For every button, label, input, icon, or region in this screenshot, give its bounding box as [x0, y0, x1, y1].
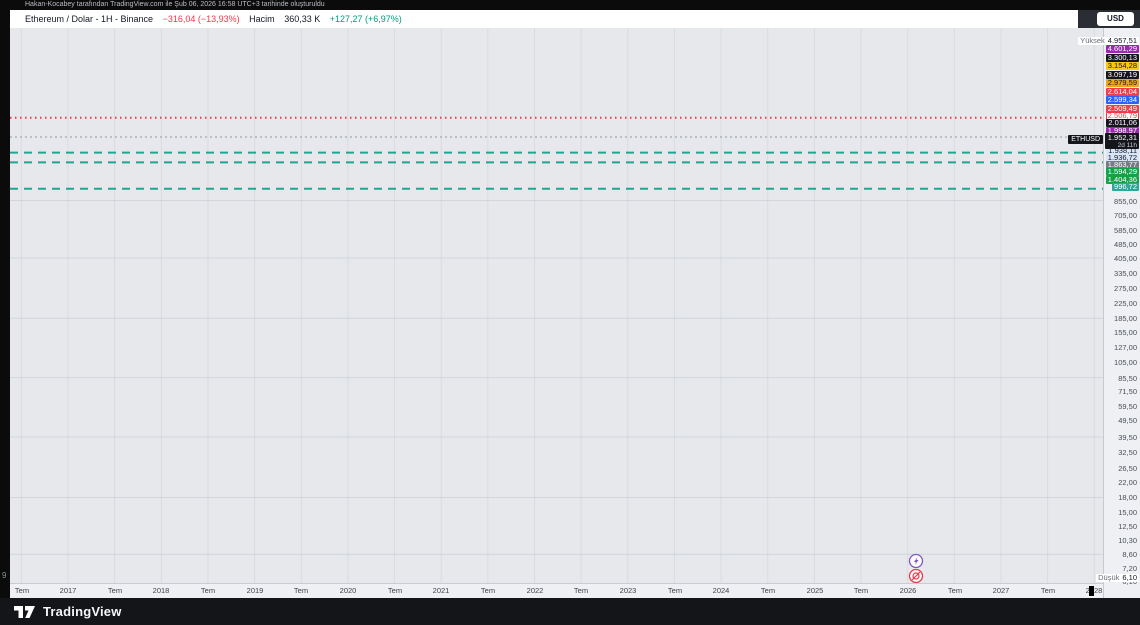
time-tick: Tem — [200, 586, 216, 595]
price-level-label: 1.938,11 — [1106, 146, 1139, 155]
time-tick: 2024 — [712, 586, 730, 595]
price-level-label: 2.506,79 — [1105, 110, 1139, 120]
price-level-label: 2.614,04 — [1105, 86, 1139, 96]
price-tick: 185,00 — [1114, 314, 1137, 324]
price-level-label: Yüksek 4.957,51 — [1078, 36, 1139, 45]
price-level-label: 996,72 — [1112, 182, 1139, 191]
price-tick: 585,00 — [1114, 225, 1137, 235]
price-tick: 26,50 — [1118, 463, 1137, 473]
blocked-glyph — [912, 572, 920, 580]
time-tick: Tem — [667, 586, 683, 595]
time-tick: Tem — [947, 586, 963, 595]
price-tick: 275,00 — [1114, 283, 1137, 293]
price-tick: 105,00 — [1114, 357, 1137, 367]
volume-label: Hacim — [249, 14, 275, 24]
time-tick: Tem — [14, 586, 30, 595]
time-tick: 2017 — [59, 586, 77, 595]
price-tick: 18,00 — [1118, 493, 1137, 503]
price-level-label: 2.011,06 — [1106, 118, 1139, 127]
time-tick: Tem — [107, 586, 123, 595]
price-level-label: 1.998,97 — [1105, 125, 1139, 135]
time-tick: 2018 — [152, 586, 170, 595]
price-level-label: 4.601,29 — [1105, 44, 1139, 53]
attribution-bar: Hakan-Kocabey tarafından TradingView.com… — [0, 0, 1140, 10]
time-tick: Tem — [853, 586, 869, 595]
time-tick: 2022 — [526, 586, 544, 595]
price-level-label: 1.594,29 — [1105, 167, 1139, 176]
chart-legend: Ethereum / Dolar - 1H - Binance −316,04 … — [10, 10, 1078, 28]
chart-canvas[interactable] — [10, 28, 1103, 583]
bar-countdown: 2d 11h — [1117, 142, 1137, 149]
price-plot — [10, 28, 1103, 583]
price-tick: 705,00 — [1114, 211, 1137, 221]
time-axis[interactable]: Tem 2017 Tem 2018 Tem 2019 Tem 2020 Tem 2021 Tem 20… — [10, 583, 1103, 598]
tradingview-logo-icon[interactable] — [14, 604, 36, 620]
price-axis[interactable]: ETHUSD 1.952,31 2d 11h 855,00 705,00 585,0… — [1068, 28, 1140, 598]
volume-change: +127,27 (+6,97%) — [329, 14, 402, 24]
time-tick: 2028 — [1085, 586, 1103, 595]
symbol-title[interactable]: Ethereum / Dolar - 1H - Binance — [25, 14, 154, 24]
price-change: −316,04 (−13,93%) — [162, 14, 240, 24]
time-tick: Tem — [1040, 586, 1056, 595]
price-tick: 85,50 — [1118, 373, 1137, 383]
price-tick: 22,00 — [1118, 478, 1137, 488]
price-label-prefix: Düşük — [1098, 573, 1120, 582]
time-tick: 2020 — [339, 586, 357, 595]
price-tick: 15,00 — [1118, 507, 1137, 517]
price-tick: 485,00 — [1114, 240, 1137, 250]
blocked-slash — [911, 571, 921, 581]
currency-toggle-button[interactable]: USD — [1097, 12, 1134, 26]
price-tick: 71,50 — [1118, 387, 1137, 397]
left-edge-strip: 9 — [0, 10, 10, 598]
footer-brand[interactable]: TradingView — [43, 604, 122, 619]
price-tick: 855,00 — [1114, 196, 1137, 206]
price-tick: 39,50 — [1118, 433, 1137, 443]
time-tick: Tem — [573, 586, 589, 595]
time-tick: Tem — [387, 586, 403, 595]
current-price-value: 1.952,31 — [1107, 133, 1137, 142]
price-tick: 59,50 — [1118, 401, 1137, 411]
price-tick: 127,00 — [1114, 343, 1137, 353]
symbol-tag: ETHUSD — [1068, 135, 1103, 144]
time-tick: 2023 — [619, 586, 637, 595]
price-level-label: 1.404,36 — [1105, 174, 1139, 184]
price-level-label: 1.936,72 — [1105, 153, 1139, 162]
price-tick: 8,60 — [1122, 550, 1137, 560]
time-tick: Tem — [760, 586, 776, 595]
volume-value: 360,33 K — [284, 14, 321, 24]
current-price-label: 1.952,31 2d 11h — [1105, 133, 1139, 149]
price-tick: 335,00 — [1114, 268, 1137, 278]
price-level-label: 2.599,34 — [1105, 95, 1139, 104]
edge-artifact: 9 — [2, 571, 7, 580]
price-tick: 10,30 — [1118, 536, 1137, 546]
price-tick: 32,50 — [1118, 448, 1137, 458]
price-level-label: 1.863,77 — [1105, 160, 1139, 169]
time-tick: Tem — [293, 586, 309, 595]
price-tick: 405,00 — [1114, 253, 1137, 263]
price-level-label: Düşük 6,10 — [1096, 573, 1139, 582]
footer-bar: TradingView — [0, 598, 1140, 625]
text-cursor-artifact — [1089, 586, 1094, 596]
time-tick: 2026 — [899, 586, 917, 595]
price-level-label: 2.979,59 — [1105, 78, 1139, 87]
price-level-label: 3.300,13 — [1105, 52, 1139, 62]
time-tick: Tem — [480, 586, 496, 595]
axis-corner: USD — [1078, 10, 1140, 28]
time-tick: 2025 — [806, 586, 824, 595]
attribution-text: Hakan-Kocabey tarafından TradingView.com… — [25, 1, 325, 8]
price-level-label: 3.154,28 — [1105, 61, 1139, 70]
time-tick: 2019 — [246, 586, 264, 595]
time-tick: 2027 — [992, 586, 1010, 595]
price-level-label: 3.097,19 — [1105, 69, 1139, 79]
price-tick: 225,00 — [1114, 299, 1137, 309]
price-label-prefix: Yüksek — [1080, 36, 1105, 45]
time-tick: 2021 — [432, 586, 450, 595]
price-tick: 7,20 — [1122, 563, 1137, 573]
price-tick: 49,50 — [1118, 415, 1137, 425]
price-tick: 155,00 — [1114, 327, 1137, 337]
price-level-label: 2.509,49 — [1105, 103, 1139, 113]
lightning-glyph — [914, 557, 919, 565]
price-tick: 12,50 — [1118, 521, 1137, 531]
